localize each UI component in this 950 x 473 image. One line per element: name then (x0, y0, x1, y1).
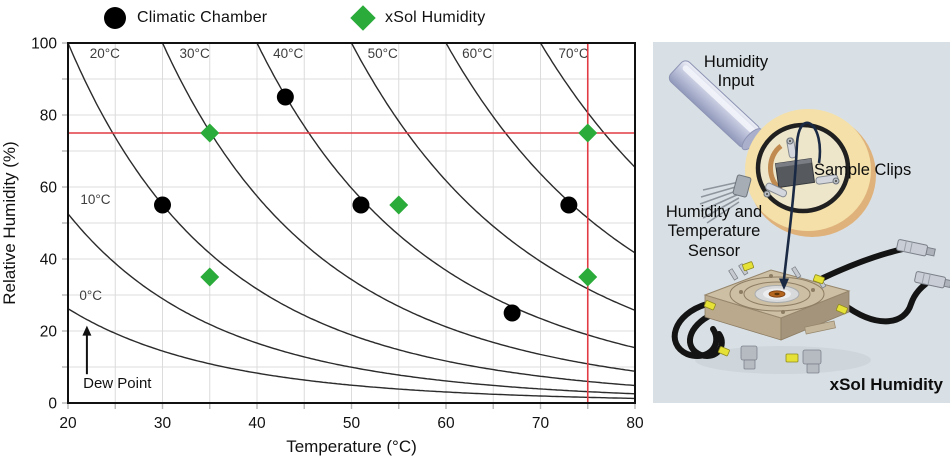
chart-svg: 0°C 10°C 20°C 30°C 40°C 50°C 60°C 70°C 20 30 40 50 6… (0, 36, 644, 457)
dew-point-curve-0 (68, 308, 635, 400)
legend-diamond-box (350, 5, 376, 31)
point-xsol-humidity (389, 195, 409, 215)
x-tick-label: 60 (437, 415, 455, 432)
xsol-stage (671, 239, 950, 374)
stage-hub-hole (774, 292, 780, 296)
point-xsol-humidity (578, 267, 598, 287)
x-tick-label: 80 (626, 415, 644, 432)
label-xsol-humidity: xSol Humidity (829, 375, 943, 394)
sample-clips-arms (763, 137, 840, 198)
coolant-tubes-right (820, 246, 931, 325)
dew-point-curve-60 (445, 43, 635, 254)
plot-frame (67, 42, 636, 404)
y-tick-label: 80 (40, 108, 58, 125)
legend-label-xsol-humidity: xSol Humidity (385, 9, 486, 26)
point-climatic-chamber (154, 196, 171, 214)
label-humidity-input: Humidity Input (703, 53, 769, 91)
dew-point-curve-30 (161, 43, 635, 372)
y-tick-label: 20 (40, 324, 58, 341)
x-tick-label: 20 (59, 415, 77, 432)
device-illustration-panel: Humidity Input Sample Clips Humidity and… (653, 42, 950, 403)
x-tick-label: 40 (248, 415, 266, 432)
curve-label: 0°C (79, 288, 102, 303)
y-tick-label: 60 (40, 180, 58, 197)
legend-item-climatic-chamber: Climatic Chamber (104, 5, 267, 31)
curve-label: 50°C (368, 46, 398, 61)
y-tick-label: 100 (31, 36, 57, 53)
stage-shadow (695, 346, 871, 374)
dew-point-arrowhead (82, 325, 92, 336)
flow-arrow (779, 121, 822, 290)
dew-point-curve-40 (256, 43, 635, 349)
curve-label: 40°C (273, 46, 303, 61)
legend-circle-marker (104, 7, 126, 29)
tube-connector-1 (896, 239, 936, 257)
label-sensor: Humidity and Temperature Sensor (665, 203, 763, 260)
stage-nameplate (804, 320, 836, 335)
x-tick-label: 70 (532, 415, 550, 432)
legend-diamond-marker (350, 5, 376, 31)
bottom-clamps (740, 345, 822, 374)
y-tick-label: 0 (48, 396, 57, 413)
point-xsol-humidity (578, 123, 598, 143)
sensor-disc (699, 109, 876, 237)
point-xsol-humidity (200, 123, 220, 143)
x-tick-label: 50 (343, 415, 361, 432)
tube-connector-2 (914, 271, 950, 289)
coolant-tubes-left (671, 301, 725, 359)
x-axis-title: Temperature (°C) (286, 437, 417, 456)
point-climatic-chamber (352, 196, 370, 214)
wire-connector (732, 174, 752, 198)
curve-label: 60°C (462, 46, 492, 61)
curve-label: 70°C (558, 46, 588, 61)
stage-ring-inner (743, 281, 811, 307)
legend-label-climatic-chamber: Climatic Chamber (137, 9, 268, 26)
curve-label: 30°C (180, 46, 210, 61)
label-sample-clips: Sample Clips (814, 161, 912, 179)
point-climatic-chamber (560, 196, 578, 214)
humidity-input-tube (668, 60, 763, 151)
legend-item-xsol-humidity: xSol Humidity (350, 5, 485, 31)
point-climatic-chamber (276, 88, 294, 106)
curve-label: 20°C (90, 46, 120, 61)
dew-point-label: Dew Point (83, 375, 152, 392)
point-climatic-chamber (503, 304, 521, 322)
y-tick-label: 40 (40, 252, 58, 269)
sensor-wires (699, 181, 740, 224)
yellow-fittings (703, 261, 848, 363)
x-tick-label: 30 (154, 415, 172, 432)
y-axis-title: Relative Humidity (%) (0, 141, 19, 304)
device-illustration (668, 60, 950, 374)
dew-point-curve-10 (68, 213, 635, 395)
point-xsol-humidity (200, 267, 220, 287)
curve-label: 10°C (80, 192, 110, 207)
stage-ring-outer (729, 276, 825, 312)
